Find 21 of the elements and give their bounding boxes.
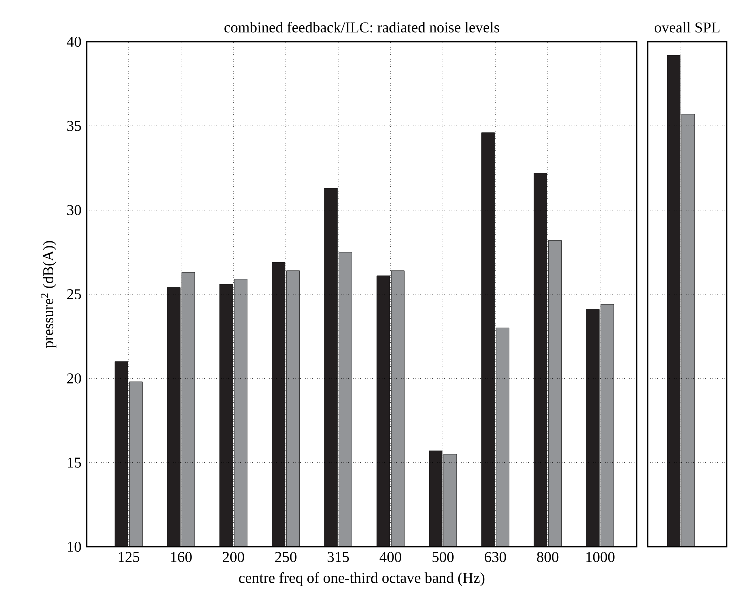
y-tick-label: 15 — [68, 458, 82, 468]
y-tick-label: 20 — [67, 374, 82, 384]
y-tick-label: 40 — [67, 36, 82, 48]
x-tick-label: 800 — [537, 552, 559, 562]
x-tick-label: 125 — [118, 552, 140, 562]
x-tick-label: 160 — [171, 552, 192, 562]
y-tick-label: 35 — [68, 121, 82, 132]
y-tick-label: 30 — [68, 205, 82, 216]
y-axis-title: pressure$^{2}$ (dB(A)) — [41, 241, 57, 348]
x-tick-label: 200 — [223, 552, 244, 562]
chart-title: oveall SPL — [654, 22, 720, 33]
chart-title: combined feedback/ILC: radiated noise levels — [224, 22, 500, 33]
x-tick-label: 500 — [432, 552, 454, 562]
x-tick-label: 630 — [484, 552, 506, 562]
y-tick-label: 25 — [67, 289, 82, 300]
x-axis-title: centre freq of one-third octave band (Hz) — [239, 572, 485, 586]
x-tick-label: 315 — [328, 552, 350, 562]
x-tick-label: 1000 — [586, 552, 615, 562]
x-tick-label: 400 — [380, 552, 402, 562]
x-tick-label: 250 — [275, 552, 297, 562]
y-tick-label: 10 — [68, 542, 82, 552]
